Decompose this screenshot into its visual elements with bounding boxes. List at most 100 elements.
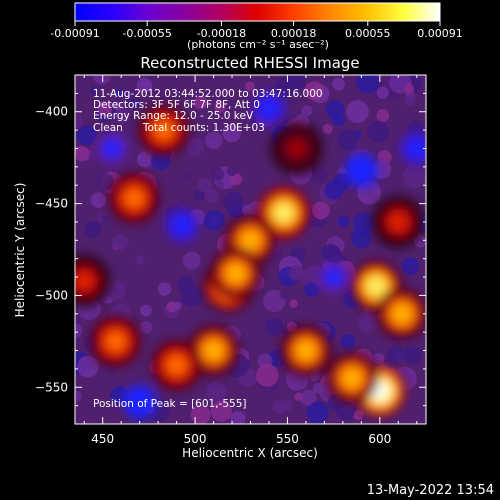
texture-blob [121,85,138,102]
texture-blob [136,151,153,168]
texture-blob [324,180,344,200]
texture-blob [263,289,286,313]
texture-blob [403,345,423,364]
texture-blob [92,75,111,85]
texture-blob [241,204,253,216]
texture-blob [357,311,379,333]
texture-blob [264,317,284,337]
texture-blob [203,210,225,232]
texture-blob [216,180,225,189]
texture-blob [75,146,90,162]
texture-blob [210,167,225,181]
x-tick-label: 550 [276,432,299,446]
bright-source [167,355,186,375]
texture-blob [402,164,426,189]
texture-blob [376,86,389,100]
texture-blob [190,404,211,424]
texture-blob [338,167,347,176]
texture-blob [244,113,254,123]
texture-blob [193,95,208,110]
bright-source [241,231,260,250]
texture-blob [255,364,279,387]
texture-blob [113,101,123,111]
y-axis-label: Heliocentric Y (arcsec) [13,183,27,318]
texture-blob [95,172,114,191]
x-tick-label: 450 [91,432,114,446]
texture-blob [75,113,83,129]
colorbar-tick-label: 0.00055 [345,27,391,40]
bright-source [389,212,408,232]
bright-source [296,341,316,360]
dark-source-core [259,98,279,118]
colorbar-tick-label: -0.00091 [50,27,99,40]
bright-source [287,139,306,158]
colorbar-tick-label: 0.00091 [417,27,463,40]
colorbar-tick-label: -0.00018 [197,27,246,40]
timestamp: 13-May-2022 13:54 [367,483,494,498]
dark-source-core [130,392,149,412]
texture-blob [197,177,212,193]
texture-blob [306,401,329,424]
texture-blob [139,320,153,334]
texture-blob [222,123,242,143]
y-tick-label: −400 [35,105,68,119]
x-axis-label: Heliocentric X (arcsec) [182,446,318,460]
colorbar-gradient [74,2,441,22]
texture-blob [272,400,286,414]
texture-blob [332,77,345,91]
colorbar-units-label: (photons cm⁻² s⁻¹ asec⁻²) [187,38,329,51]
texture-blob [288,265,304,281]
texture-blob [193,189,205,201]
bright-source [342,368,362,388]
texture-blob [226,166,237,177]
texture-blob [367,121,390,143]
bright-source [106,332,125,351]
dark-source-core [172,216,192,235]
y-tick-label: −550 [35,380,68,394]
annotation-clean: Clean Total counts: 1.30E+03 [93,122,265,134]
texture-blob [230,173,243,186]
texture-blob [383,355,398,369]
y-tick-label: −500 [35,288,68,302]
texture-blob [182,251,201,270]
texture-blob [337,215,350,228]
texture-blob [320,243,340,262]
x-tick-label: 500 [184,432,207,446]
texture-blob [185,137,204,157]
bright-source [154,120,173,140]
texture-blob [346,100,369,123]
texture-blob [207,139,217,148]
texture-blob [77,355,99,378]
texture-blob [157,282,172,296]
bright-source [366,277,386,296]
dark-source-core [324,267,343,287]
annotation-detectors: Detectors: 3F 5F 6F 7F 8F, Att 0 [93,99,260,111]
texture-blob [135,255,145,265]
texture-blob [84,220,102,239]
texture-blob [115,89,124,98]
texture-blob [404,94,416,106]
texture-blob [403,83,415,94]
colorbar-tick-label: 0.00018 [271,27,317,40]
texture-blob [181,285,204,308]
texture-blob [105,280,126,301]
colorbar-ticks: -0.00091 -0.00055 -0.00018 0.00018 0.00055 0.… [50,21,463,40]
texture-blob [205,381,227,403]
texture-blob [101,214,111,224]
texture-blob [311,201,330,220]
texture-blob [230,411,246,424]
y-tick-label: −450 [35,197,68,211]
texture-blob [75,390,82,403]
texture-blob [279,290,289,300]
texture-blob [172,301,182,311]
texture-blob [325,100,345,119]
texture-blob [204,189,219,204]
annotation-time-range: 11-Aug-2012 03:44:52.000 to 03:47:16.000 [93,88,323,100]
texture-blob [140,304,152,317]
texture-blob [304,81,324,101]
plot-title: Reconstructed RHESSI Image [140,54,359,72]
texture-blob [75,323,83,338]
bright-source [226,264,245,283]
annotations: 11-Aug-2012 03:44:52.000 to 03:47:16.000… [93,88,323,410]
texture-blob [356,75,379,94]
